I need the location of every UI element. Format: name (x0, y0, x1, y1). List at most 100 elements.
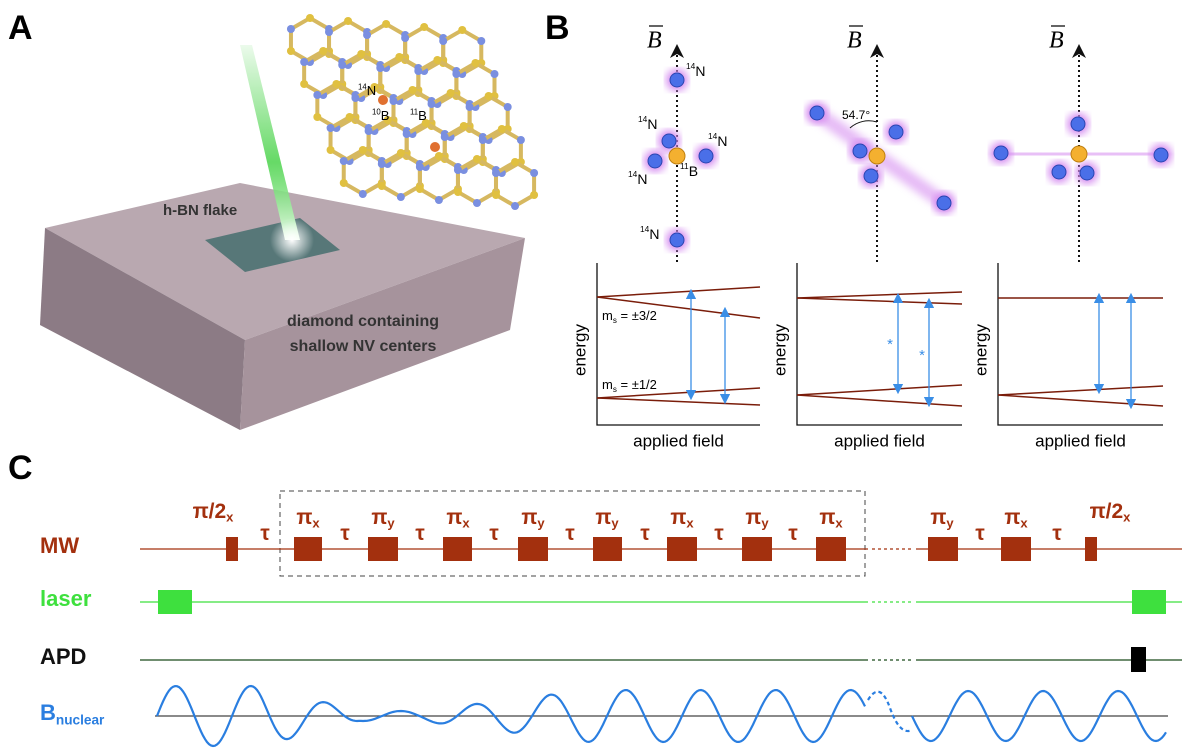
atom (313, 91, 322, 99)
atom (383, 116, 392, 124)
lattice-label-sup: 14 (358, 83, 367, 92)
pulse-label: τ (565, 522, 575, 545)
hexagon (379, 150, 422, 200)
atom (511, 202, 520, 210)
atom (344, 17, 353, 25)
lattice-label-sup: 11 (410, 108, 418, 117)
atom-label-base: N (717, 133, 727, 149)
atom (325, 28, 334, 36)
nitrogen (888, 124, 904, 140)
atom (472, 155, 481, 163)
atom (491, 191, 500, 199)
pulse-label: τ (340, 522, 350, 545)
atom (503, 103, 512, 111)
boron (1070, 145, 1088, 163)
hexagon (455, 156, 499, 206)
y-axis-label: energy (971, 324, 990, 376)
atom (286, 47, 295, 55)
atom (430, 142, 440, 152)
atom-label-base: N (649, 226, 659, 242)
pulse-label-sub: x (1020, 516, 1028, 531)
atom (516, 136, 525, 144)
pulse-label: π/2x (1090, 500, 1132, 525)
atom (326, 124, 335, 132)
pulse-label: πy (371, 506, 395, 531)
nitrogen (936, 195, 952, 211)
atom-label: 11B (680, 161, 698, 178)
pulse-label-sub: x (226, 510, 234, 525)
atom (434, 152, 443, 160)
nuclear-wave (911, 689, 1167, 743)
nitrogen (669, 232, 685, 248)
pulse-label-base: π (670, 506, 686, 529)
pulse-label: πx (819, 506, 843, 531)
pulse-label-sub: x (462, 516, 470, 531)
pulse-label-base: τ (640, 522, 650, 545)
mw-pulse (226, 537, 238, 561)
slab-right (240, 238, 525, 430)
mw-pulse (294, 537, 322, 561)
atom (300, 58, 309, 66)
channel-label-sub: nuclear (56, 712, 105, 727)
pulse-label-base: τ (340, 522, 350, 545)
state-label: ms = ±3/2 (602, 308, 657, 325)
atom (477, 37, 486, 45)
state-label-rest: = ±3/2 (617, 308, 657, 323)
nitrogen (993, 145, 1009, 161)
pulse-label-base: π (819, 506, 835, 529)
atom-label-sup: 14 (638, 114, 648, 124)
angle-label: 54.7° (842, 108, 870, 122)
pulse-label-sub: x (312, 516, 320, 531)
atom (358, 190, 367, 198)
hexagon (341, 147, 384, 197)
pulse-label-base: π (930, 506, 946, 529)
atom (453, 166, 462, 174)
pulse-label-base: τ (788, 522, 798, 545)
pulse-label-base: π (446, 506, 462, 529)
pulse-label: τ (1052, 522, 1062, 545)
pulse-label: πx (670, 506, 694, 531)
atom-label: 14N (708, 131, 727, 148)
atom (286, 25, 295, 33)
atom (484, 92, 493, 100)
hexagon (288, 15, 332, 65)
pulse-label-base: τ (489, 522, 499, 545)
nitrogen (647, 153, 663, 169)
atom-label: 14N (638, 114, 657, 131)
state-label-base: m (602, 308, 613, 323)
pulse-label: πx (296, 506, 320, 531)
nitrogen (669, 72, 685, 88)
atom (382, 20, 391, 28)
channel-label: APD (40, 644, 86, 669)
plot-axes (997, 263, 1163, 426)
atom (530, 191, 539, 199)
lattice-label: 14N (358, 83, 376, 99)
lattice-label: 11B (410, 108, 427, 124)
pulse-label-sub: x (686, 516, 694, 531)
mw-pulse (816, 537, 846, 561)
pulse-label-base: τ (714, 522, 724, 545)
atom (402, 130, 411, 138)
apd-window (1131, 647, 1146, 672)
pulse-label-base: τ (565, 522, 575, 545)
pulse-label-sub: y (946, 516, 954, 531)
pulse-label-base: π/2 (193, 500, 227, 523)
nitrogen (661, 133, 677, 149)
energy-level (796, 291, 963, 299)
field-label: B (1049, 28, 1064, 54)
field-label: B (847, 28, 862, 54)
atom (420, 23, 429, 31)
nuclear-wave (155, 684, 866, 748)
nitrogen (863, 168, 879, 184)
atom (490, 70, 499, 78)
pulse-label: τ (415, 522, 425, 545)
nitrogen (1153, 147, 1169, 163)
state-label-base: m (602, 377, 613, 392)
pulse-label: πx (1004, 506, 1028, 531)
atom (433, 56, 442, 64)
pulse-label-base: π (745, 506, 761, 529)
energy-level (997, 385, 1164, 396)
marker-label: * (887, 336, 893, 353)
pulse-label: τ (975, 522, 985, 545)
laser-pulse (1132, 590, 1166, 614)
